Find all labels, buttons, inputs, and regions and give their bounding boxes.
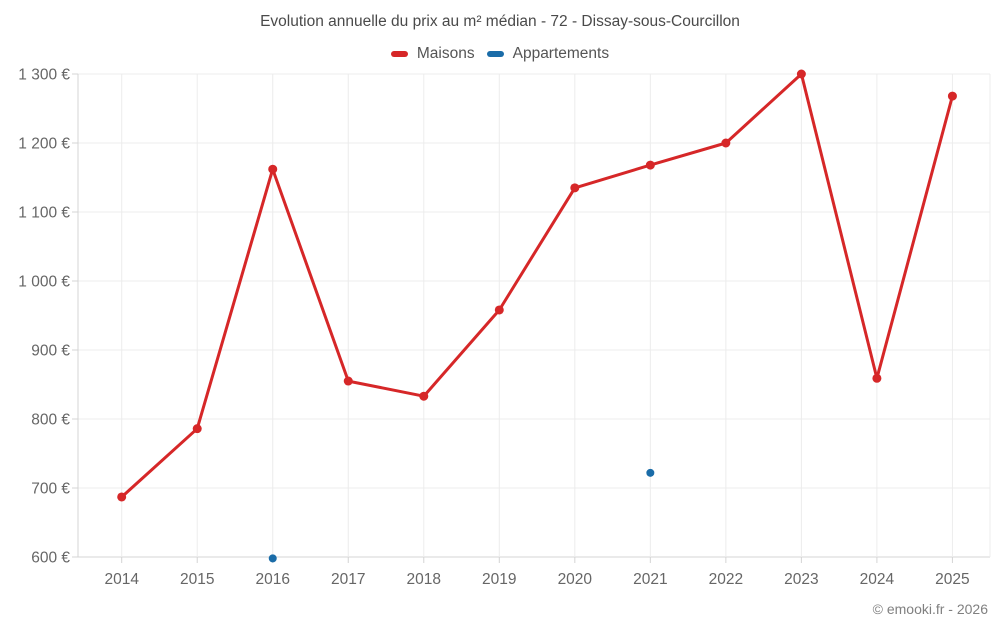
x-tick-label: 2024 [860, 571, 895, 588]
y-tick-label: 700 € [31, 481, 70, 498]
appartements-legend-swatch-icon [486, 51, 504, 57]
y-tick-label: 1 000 € [18, 274, 70, 291]
x-tick-label: 2018 [407, 571, 441, 588]
y-tick-label: 1 100 € [18, 205, 70, 222]
x-tick-label: 2021 [633, 571, 667, 588]
y-tick-label: 1 300 € [18, 67, 70, 84]
marker-maisons-2018[interactable] [419, 391, 429, 401]
x-tick-label: 2022 [709, 571, 743, 588]
appartements-legend-label: Appartements [512, 45, 610, 62]
marker-maisons-2014[interactable] [117, 492, 127, 502]
x-tick-label: 2020 [558, 571, 593, 588]
x-tick-label: 2015 [180, 571, 214, 588]
marker-appartements-2021[interactable] [646, 468, 655, 477]
x-tick-label: 2014 [104, 571, 139, 588]
y-tick-label: 600 € [31, 550, 70, 567]
marker-appartements-2016[interactable] [268, 554, 277, 563]
y-tick-label: 900 € [31, 343, 70, 360]
chart-legend: Maisons Appartements [0, 45, 1000, 63]
legend-item-appartements[interactable]: Appartements [486, 45, 610, 63]
marker-maisons-2025[interactable] [947, 91, 957, 101]
marker-maisons-2020[interactable] [570, 183, 580, 193]
copyright-footer: © emooki.fr - 2026 [872, 601, 988, 617]
line-maisons [120, 72, 954, 499]
chart-title: Evolution annuelle du prix au m² médian … [260, 13, 740, 30]
x-tick-label: 2025 [935, 571, 969, 588]
marker-maisons-2022[interactable] [721, 138, 731, 148]
marker-maisons-2021[interactable] [645, 160, 655, 170]
marker-maisons-2023[interactable] [796, 69, 806, 79]
legend-item-maisons[interactable]: Maisons [390, 45, 475, 63]
x-tick-label: 2023 [784, 571, 818, 588]
marker-maisons-2017[interactable] [343, 376, 353, 386]
x-tick-label: 2019 [482, 571, 516, 588]
marker-maisons-2016[interactable] [268, 164, 278, 174]
marker-maisons-2024[interactable] [872, 373, 882, 383]
y-tick-label: 800 € [31, 412, 70, 429]
y-tick-label: 1 200 € [18, 136, 70, 153]
maisons-legend-label: Maisons [416, 45, 475, 62]
marker-maisons-2019[interactable] [494, 305, 504, 315]
x-tick-label: 2017 [331, 571, 365, 588]
maisons-legend-swatch-icon [390, 51, 408, 57]
x-tick-label: 2016 [255, 571, 289, 588]
marker-maisons-2015[interactable] [192, 424, 202, 434]
